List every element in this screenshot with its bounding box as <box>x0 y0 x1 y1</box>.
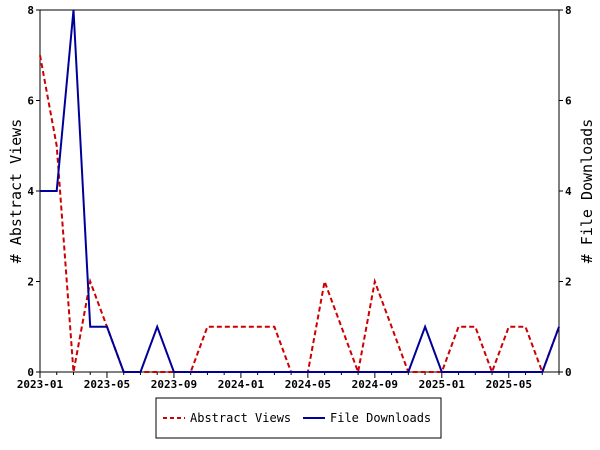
y-left-tick-label: 4 <box>27 185 34 198</box>
y-left-tick-label: 2 <box>27 276 34 289</box>
x-tick-label: 2025-01 <box>419 378 466 391</box>
y-left-tick-label: 0 <box>27 366 34 379</box>
x-tick-label: 2024-01 <box>218 378 265 391</box>
y-left-tick-label: 6 <box>27 95 34 108</box>
y-right-tick-label: 2 <box>565 276 572 289</box>
y-right-tick-label: 8 <box>565 4 572 17</box>
legend-box <box>155 397 442 439</box>
x-tick-label: 2023-01 <box>17 378 64 391</box>
series-line-abstract-views <box>39 55 560 376</box>
x-tick-label: 2023-09 <box>151 378 197 391</box>
legend: Abstract Views File Downloads <box>155 397 442 439</box>
y-right-tick-label: 0 <box>565 366 572 379</box>
y-left-tick-label: 8 <box>27 4 34 17</box>
x-tick-label: 2024-09 <box>352 378 398 391</box>
y-axis-left-title: # Abstract Views <box>7 119 25 264</box>
x-tick-label: 2024-05 <box>285 378 331 391</box>
series-layer <box>39 9 560 376</box>
x-axis-ticks: 2023-01 2023-05 2023-09 2024-01 2024-05 2024-… <box>17 372 560 391</box>
y-right-tick-label: 4 <box>565 185 572 198</box>
x-tick-label: 2023-05 <box>84 378 130 391</box>
y-axis-right-title: # File Downloads <box>578 119 596 264</box>
x-tick-label: 2025-05 <box>486 378 532 391</box>
y-axis-ticks: 0 0 2 2 4 4 6 6 8 8 <box>27 4 572 379</box>
plot-frame <box>39 9 560 373</box>
legend-label-file-downloads: File Downloads <box>330 411 431 425</box>
legend-label-abstract-views: Abstract Views <box>190 411 291 425</box>
y-right-tick-label: 6 <box>565 95 572 108</box>
series-line-file-downloads <box>40 9 560 373</box>
